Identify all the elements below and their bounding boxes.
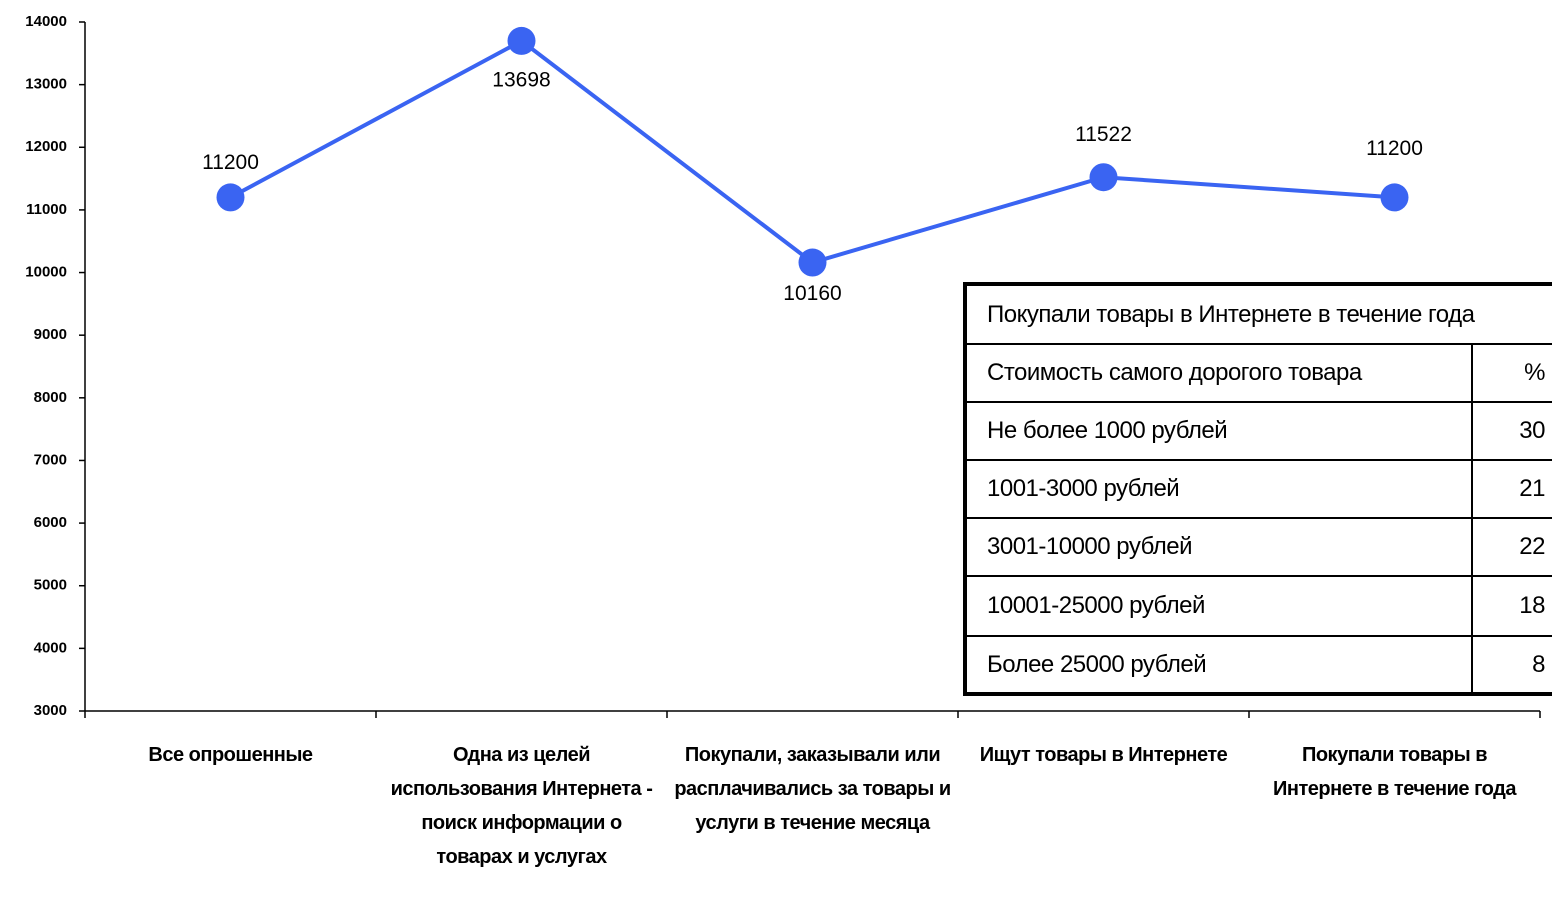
y-tick-label: 14000 xyxy=(25,13,67,30)
marker xyxy=(1089,163,1118,192)
x-tick-label: Все опрошенные xyxy=(148,744,313,766)
y-tick-label: 4000 xyxy=(34,639,67,656)
value-label: 11200 xyxy=(202,151,259,174)
table-header: Стоимость самого дорогого товара xyxy=(964,343,1473,403)
marker xyxy=(798,248,827,277)
table-label: 1001-3000 рублей xyxy=(964,459,1473,519)
table-value: 22 xyxy=(1471,517,1552,577)
y-tick-label: 10000 xyxy=(25,264,67,281)
y-tick-label: 13000 xyxy=(25,76,67,93)
y-tick-label: 3000 xyxy=(34,702,67,719)
value-label: 13698 xyxy=(492,68,550,91)
table-header: % xyxy=(1471,343,1552,403)
marker xyxy=(1380,183,1409,212)
x-tick-label: Покупали товары в Интернете в течение го… xyxy=(1273,744,1516,800)
inset-table: Покупали товары в Интернете в течение го… xyxy=(963,282,1552,696)
y-tick-label: 6000 xyxy=(34,514,67,531)
table-value: 21 xyxy=(1471,459,1552,519)
series-line xyxy=(229,38,1395,265)
y-tick-label: 8000 xyxy=(34,389,67,406)
table-value: 30 xyxy=(1471,401,1552,461)
x-tick-label: Одна из целей использования Интернета - … xyxy=(390,744,653,868)
y-tick-label: 12000 xyxy=(25,138,67,155)
table-title: Покупали товары в Интернете в течение го… xyxy=(964,283,1552,345)
marker xyxy=(216,183,245,212)
y-tick-label: 11000 xyxy=(26,201,67,218)
table-label: 3001-10000 рублей xyxy=(964,517,1473,577)
x-tick-label: Покупали, заказывали или расплачивались … xyxy=(674,744,951,834)
value-label: 11522 xyxy=(1075,123,1132,146)
table-label: 10001-25000 рублей xyxy=(964,575,1473,637)
table-value: 18 xyxy=(1471,575,1552,637)
y-tick-label: 9000 xyxy=(34,326,67,343)
x-tick-label: Ищут товары в Интернете xyxy=(979,744,1228,766)
table-label: Не более 1000 рублей xyxy=(964,401,1473,461)
y-tick-label: 7000 xyxy=(34,451,67,468)
value-label: 11200 xyxy=(1366,137,1423,160)
value-label: 10160 xyxy=(783,282,841,305)
marker xyxy=(507,26,536,55)
table-label: Более 25000 рублей xyxy=(964,635,1473,695)
y-tick-label: 5000 xyxy=(34,577,67,594)
table-value: 8 xyxy=(1471,635,1552,695)
